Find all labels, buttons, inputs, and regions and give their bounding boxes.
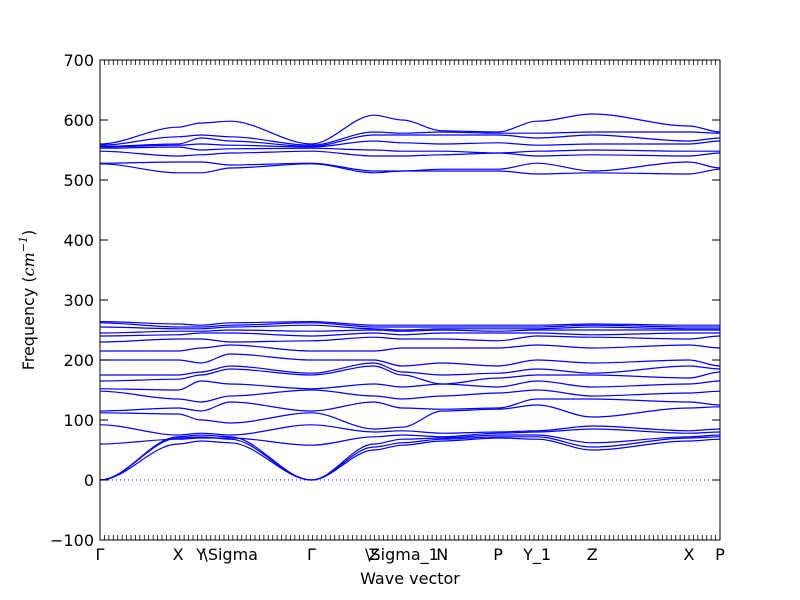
band-line-2 <box>99 436 721 481</box>
band-line-3 <box>99 434 721 481</box>
y-tick-label: 100 <box>63 411 94 430</box>
x-tick-label: Z <box>369 545 380 564</box>
x-tick-label: Y <box>195 545 206 564</box>
band-line-12 <box>100 353 721 367</box>
x-tick-label: P <box>493 545 503 564</box>
band-line-7 <box>99 398 721 412</box>
x-tick-label: N <box>436 545 448 564</box>
y-tick-label: 400 <box>63 231 94 250</box>
y-axis: −100 0 100 200 300 400 500 600 700 <box>50 51 720 550</box>
x-tick-label: P <box>715 545 725 564</box>
band-line-21 <box>99 161 721 172</box>
x-axis: Γ X Y\Sigma Γ Z\Sigma_1N P Y_1 Z X P <box>96 60 725 565</box>
y-tick-label: 300 <box>63 291 94 310</box>
x-tick-label: Γ <box>96 545 105 564</box>
x-tick-label: Γ <box>307 545 316 564</box>
band-line-10 <box>99 365 721 385</box>
band-line-9 <box>99 380 721 391</box>
y-tick-label: 600 <box>63 111 94 130</box>
band-line-14 <box>99 335 721 343</box>
band-line-1 <box>99 437 721 481</box>
y-tick-label: 0 <box>84 471 94 490</box>
y-axis-label: Frequency (cm−1) <box>17 230 38 371</box>
plot-area <box>99 113 721 481</box>
band-line-26 <box>99 131 721 146</box>
y-tick-label: 200 <box>63 351 94 370</box>
x-tick-label: X <box>684 545 695 564</box>
x-axis-label: Wave vector <box>360 569 460 588</box>
band-line-27 <box>99 113 721 145</box>
band-line-16 <box>99 329 720 334</box>
y-axis-label-text: Frequency <box>19 288 38 371</box>
band-line-5 <box>99 424 721 436</box>
y-axis-label-unit: cm <box>19 252 38 276</box>
band-line-22 <box>99 150 721 157</box>
band-line-24 <box>99 140 721 148</box>
band-line-23 <box>99 146 720 154</box>
band-line-11 <box>100 362 721 376</box>
band-line-17 <box>99 324 721 331</box>
y-axis-label-exp: −1 <box>17 236 30 252</box>
y-tick-label: 700 <box>63 51 94 70</box>
band-line-8 <box>99 389 721 403</box>
x-tick-label: Y_1 <box>522 545 551 565</box>
band-line-20 <box>99 163 721 175</box>
band-line-15 <box>99 332 720 337</box>
band-line-19 <box>99 320 720 326</box>
band-line-6 <box>99 404 721 430</box>
band-line-25 <box>99 134 721 148</box>
x-tick-label: X <box>173 545 184 564</box>
x-tick-label: \Sigma <box>202 545 258 564</box>
y-tick-label: 500 <box>63 171 94 190</box>
x-tick-label: Z <box>587 545 598 564</box>
band-line-13 <box>99 344 721 352</box>
band-line-4 <box>99 428 721 446</box>
band-line-18 <box>99 322 720 328</box>
y-tick-label: −100 <box>50 531 94 550</box>
x-tick-label: \Sigma_1 <box>365 545 439 565</box>
